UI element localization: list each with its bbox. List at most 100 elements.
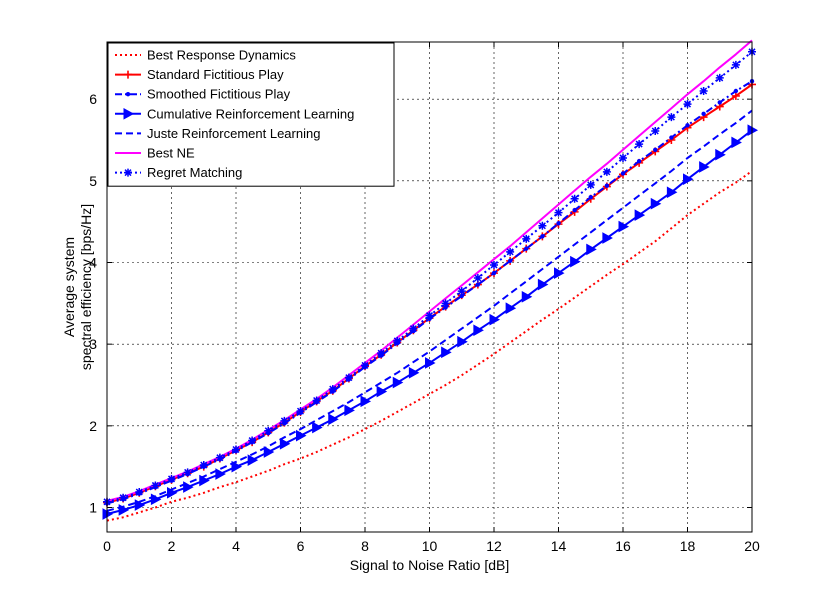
legend-label: Regret Matching — [147, 165, 242, 180]
data-point-marker — [443, 305, 448, 310]
data-point-marker — [491, 270, 497, 276]
data-point-marker — [506, 247, 515, 256]
legend-item: Juste Reinforcement Learning — [115, 126, 320, 141]
data-point-marker — [489, 313, 501, 326]
data-point-marker — [651, 127, 660, 136]
data-point-marker — [524, 246, 529, 251]
data-point-marker — [167, 474, 176, 483]
y-axis-label-line-1: Average system — [61, 237, 77, 337]
y-tick-label: 3 — [89, 336, 97, 352]
data-point-marker — [620, 171, 626, 176]
x-axis-label: Signal to Noise Ratio [dB] — [350, 557, 510, 573]
data-point-marker — [408, 366, 420, 379]
data-point-marker — [473, 324, 484, 337]
x-tick-label: 20 — [744, 538, 760, 554]
series-group — [106, 109, 753, 512]
x-tick-label: 8 — [361, 538, 369, 554]
series-line — [106, 109, 753, 512]
data-point-marker — [124, 168, 132, 177]
y-tick-label: 2 — [89, 418, 97, 434]
data-point-marker — [522, 234, 531, 243]
data-point-marker — [602, 232, 613, 244]
data-point-marker — [457, 287, 466, 296]
data-point-marker — [650, 197, 662, 210]
legend-label: Juste Reinforcement Learning — [147, 126, 320, 141]
data-point-marker — [521, 290, 533, 303]
y-tick-label: 1 — [89, 500, 97, 516]
data-point-marker — [344, 404, 355, 417]
legend-label: Standard Fictitious Play — [147, 67, 284, 82]
data-point-marker — [344, 373, 353, 382]
data-point-marker — [570, 194, 579, 203]
data-point-marker — [505, 302, 517, 315]
data-point-marker — [457, 335, 468, 348]
data-point-marker — [490, 260, 498, 269]
y-axis-label-line-2: spectral efficiency [bps/Hz] — [78, 204, 94, 370]
data-point-marker — [554, 208, 563, 217]
legend-item: Standard Fictitious Play — [115, 67, 284, 82]
data-point-marker — [572, 208, 577, 213]
legend-item: Cumulative Reinforcement Learning — [115, 106, 354, 121]
data-point-marker — [731, 60, 740, 69]
data-point-marker — [215, 468, 226, 480]
data-point-marker — [124, 70, 132, 79]
data-point-marker — [280, 416, 289, 425]
series-group — [102, 124, 759, 520]
legend-label: Best Response Dynamics — [147, 48, 296, 63]
data-point-marker — [296, 407, 305, 416]
data-point-marker — [296, 429, 307, 442]
y-tick-label: 6 — [89, 91, 97, 107]
data-point-marker — [473, 274, 482, 283]
data-point-marker — [683, 100, 692, 109]
data-point-marker — [634, 209, 646, 221]
data-point-marker — [604, 183, 610, 188]
data-point-marker — [685, 123, 690, 128]
series-layer — [102, 39, 759, 522]
data-point-marker — [377, 349, 386, 358]
data-point-marker — [151, 481, 160, 490]
x-tick-label: 2 — [168, 538, 176, 554]
data-point-marker — [636, 159, 642, 164]
data-point-marker — [393, 336, 402, 345]
x-tick-label: 14 — [551, 538, 567, 554]
data-point-marker — [376, 385, 388, 398]
legend-label: Smoothed Fictitious Play — [147, 87, 291, 102]
data-point-marker — [635, 140, 644, 149]
data-point-marker — [459, 293, 464, 299]
data-point-marker — [588, 194, 593, 200]
data-point-marker — [328, 413, 339, 426]
x-tick-label: 6 — [297, 538, 305, 554]
data-point-marker — [586, 180, 595, 189]
data-point-marker — [556, 221, 561, 226]
data-point-marker — [199, 461, 208, 470]
data-point-marker — [538, 221, 547, 230]
data-point-marker — [683, 173, 694, 186]
data-point-marker — [361, 361, 369, 370]
data-point-marker — [554, 267, 565, 279]
data-point-marker — [248, 436, 257, 445]
y-tick-label: 4 — [89, 255, 97, 271]
legend-item: Regret Matching — [115, 165, 242, 180]
data-point-marker — [715, 148, 726, 161]
data-point-marker — [586, 243, 597, 256]
legend-item: Best Response Dynamics — [115, 48, 296, 63]
data-point-marker — [699, 87, 708, 95]
data-point-marker — [619, 153, 627, 162]
legend-item: Smoothed Fictitious Play — [115, 87, 291, 102]
x-tick-label: 10 — [422, 538, 438, 554]
data-point-marker — [666, 186, 678, 199]
data-point-marker — [507, 258, 513, 264]
data-point-marker — [425, 357, 436, 369]
legend-label: Cumulative Reinforcement Learning — [147, 106, 354, 121]
data-point-marker — [312, 421, 323, 434]
data-point-marker — [441, 346, 452, 359]
data-point-marker — [441, 299, 450, 308]
data-point-marker — [667, 113, 676, 122]
y-tick-label: 5 — [89, 173, 97, 189]
x-tick-label: 4 — [232, 538, 240, 554]
x-tick-label: 12 — [486, 538, 502, 554]
data-point-marker — [279, 437, 291, 450]
data-point-marker — [247, 454, 259, 466]
data-point-marker — [392, 376, 404, 389]
